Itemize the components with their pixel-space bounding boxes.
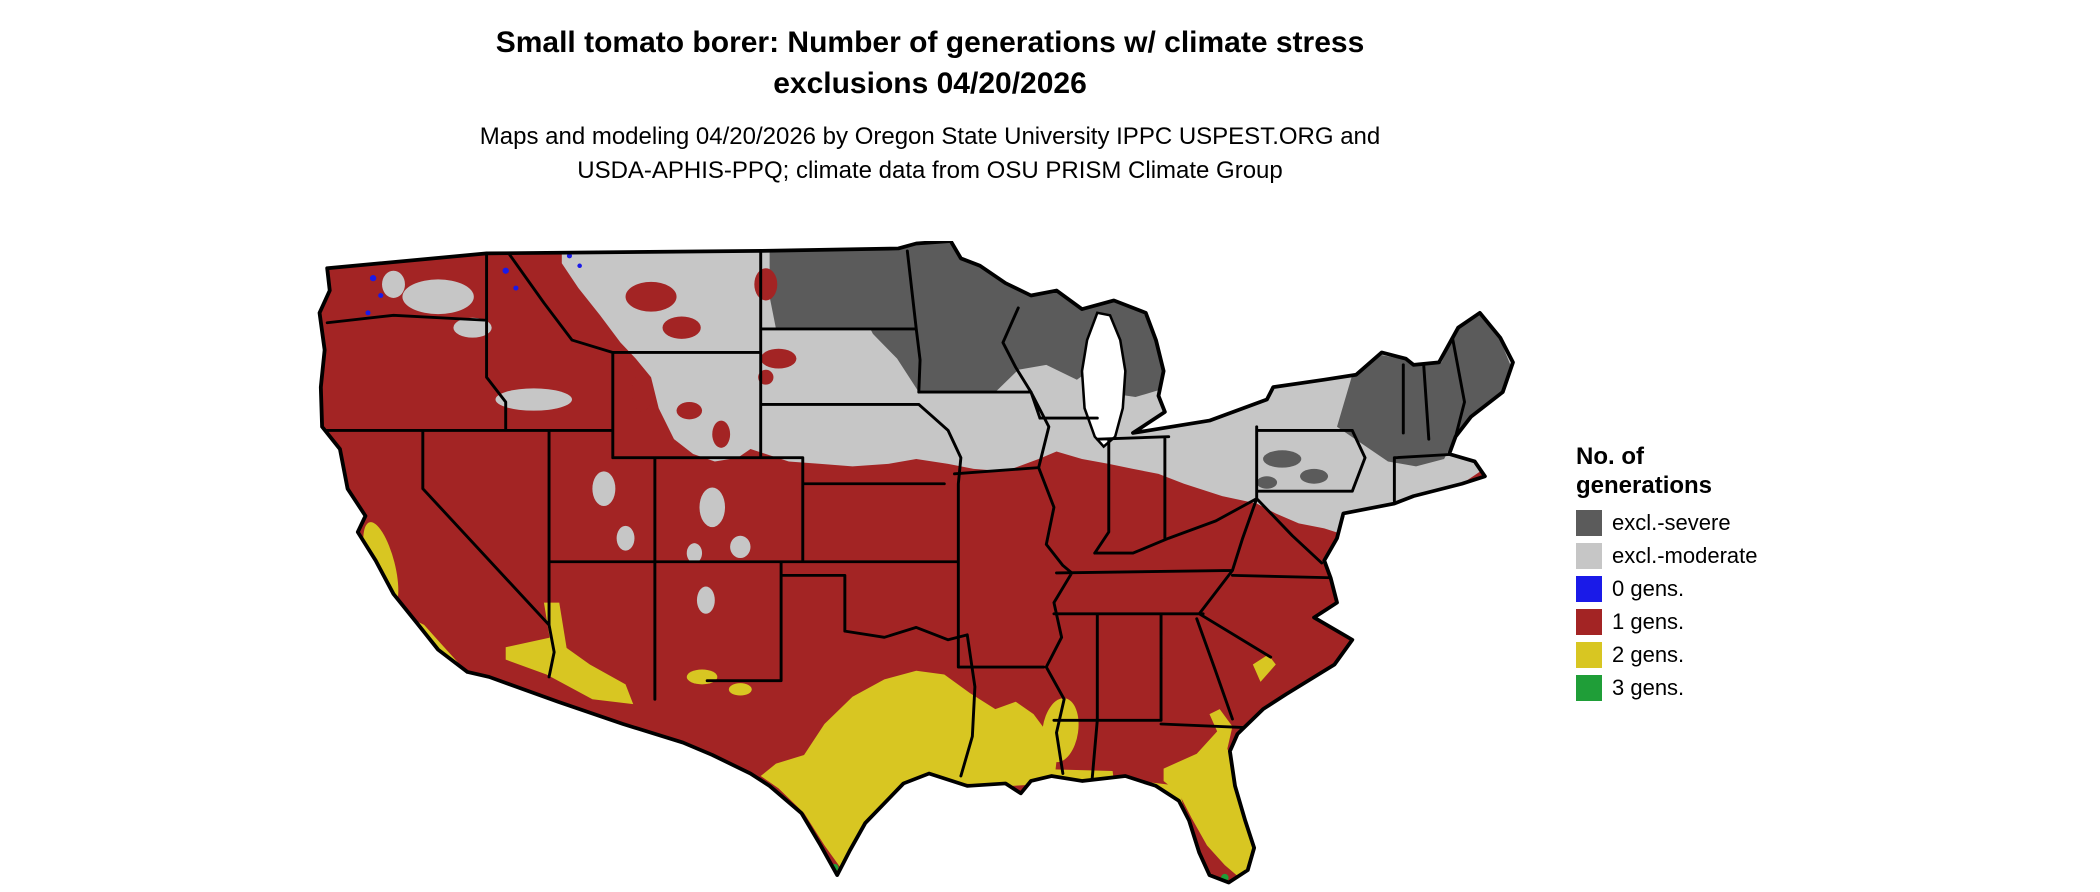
state-borders-west: [319, 245, 1046, 778]
excl-severe-swatch: [1576, 510, 1602, 536]
region-2-gens: [363, 522, 1276, 883]
region-excl-severe-northeast: [1337, 315, 1511, 467]
subtitle-line-2: USDA-APHIS-PPQ; climate data from OSU PR…: [577, 157, 1283, 184]
legend-item-0-gens: 0 gens.: [1576, 576, 1758, 602]
excl-severe-label: excl.-severe: [1612, 510, 1731, 535]
legend-item-excl-moderate: excl.-moderate: [1576, 543, 1758, 569]
0-gens-label: 0 gens.: [1612, 576, 1685, 601]
title-line-1: Small tomato borer: Number of generation…: [495, 26, 1365, 59]
region-excl-severe-patches: [1256, 450, 1329, 489]
excl-moderate-label: excl.-moderate: [1612, 543, 1758, 568]
region-1-gens-patches: [625, 268, 797, 448]
3-gens-label: 3 gens.: [1612, 675, 1685, 700]
us-outline: [317, 241, 1515, 885]
region-3-gens: [830, 863, 1241, 883]
page-title: Small tomato borer: Number of generation…: [0, 22, 1860, 104]
us-map-svg: [317, 241, 1515, 885]
legend-item-1-gens: 1 gens.: [1576, 609, 1758, 635]
legend-title: No. of generations: [1576, 442, 1758, 500]
legend-item-2-gens: 2 gens.: [1576, 642, 1758, 668]
legend: No. of generations excl.-severe excl.-mo…: [1576, 442, 1758, 708]
3-gens-swatch: [1576, 675, 1602, 701]
2-gens-label: 2 gens.: [1612, 642, 1685, 667]
2-gens-swatch: [1576, 642, 1602, 668]
legend-item-excl-severe: excl.-severe: [1576, 510, 1758, 536]
legend-item-3-gens: 3 gens.: [1576, 675, 1758, 701]
0-gens-swatch: [1576, 576, 1602, 602]
us-generations-map: [317, 241, 1541, 885]
region-0-gens: [365, 253, 582, 316]
legend-title-line-1: No. of: [1576, 443, 1644, 470]
page-subtitle: Maps and modeling 04/20/2026 by Oregon S…: [0, 120, 1860, 188]
state-borders-east: [953, 332, 1466, 780]
1-gens-label: 1 gens.: [1612, 609, 1685, 634]
legend-title-line-2: generations: [1576, 472, 1713, 499]
subtitle-line-1: Maps and modeling 04/20/2026 by Oregon S…: [479, 123, 1381, 150]
region-excl-moderate-patches: [382, 270, 751, 614]
1-gens-swatch: [1576, 609, 1602, 635]
excl-moderate-swatch: [1576, 543, 1602, 569]
title-line-2: exclusions 04/20/2026: [773, 67, 1087, 100]
